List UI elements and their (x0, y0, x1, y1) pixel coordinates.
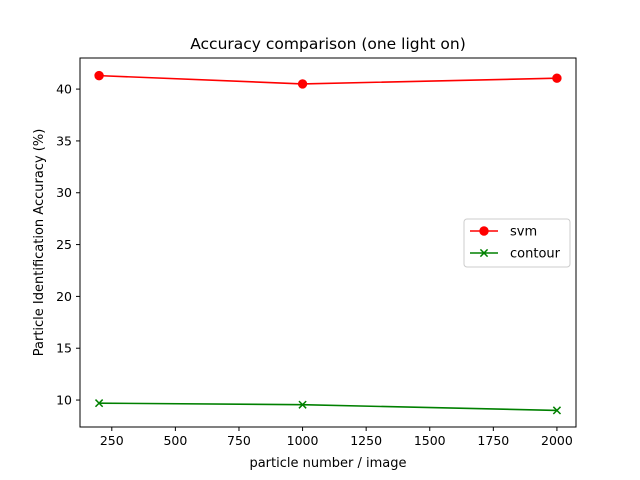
legend: svm contour (463, 218, 571, 268)
data-point (479, 248, 489, 258)
series-contour (94, 399, 562, 415)
legend-item-contour: contour (470, 247, 561, 262)
data-point (552, 73, 562, 83)
y-tick-label: 40 (56, 82, 72, 97)
data-point (298, 400, 307, 409)
data-point (479, 226, 489, 236)
data-point (552, 406, 562, 415)
data-point (297, 79, 308, 89)
x-tick-label: 1000 (287, 433, 319, 448)
data-point (94, 70, 104, 81)
x-tick-label: 250 (100, 433, 124, 448)
y-tick-label: 30 (56, 185, 72, 200)
chart-title: Accuracy comparison (one light on) (190, 35, 466, 53)
x-tick-label: 750 (227, 433, 251, 448)
x-tick-label: 1500 (414, 433, 446, 448)
x-tick-label: 1250 (350, 433, 382, 448)
legend-item-svm: svm (470, 225, 537, 240)
y-axis-label: Particle Identification Accuracy (%) (32, 129, 47, 357)
y-tick-label: 35 (56, 133, 72, 148)
y-tick-label: 25 (56, 237, 72, 252)
x-tick-label: 1750 (477, 433, 509, 448)
data-point (94, 399, 104, 408)
y-tick-label: 15 (56, 341, 72, 356)
y-tick-label: 20 (56, 289, 72, 304)
x-axis-label: particle number / image (249, 456, 406, 471)
plot-frame (79, 57, 577, 428)
series-svm (94, 70, 562, 89)
y-tick-label: 10 (56, 393, 72, 408)
legend-label: contour (510, 247, 561, 262)
x-tick-label: 2000 (541, 433, 573, 448)
x-tick-label: 500 (163, 433, 187, 448)
legend-label: svm (510, 225, 537, 240)
